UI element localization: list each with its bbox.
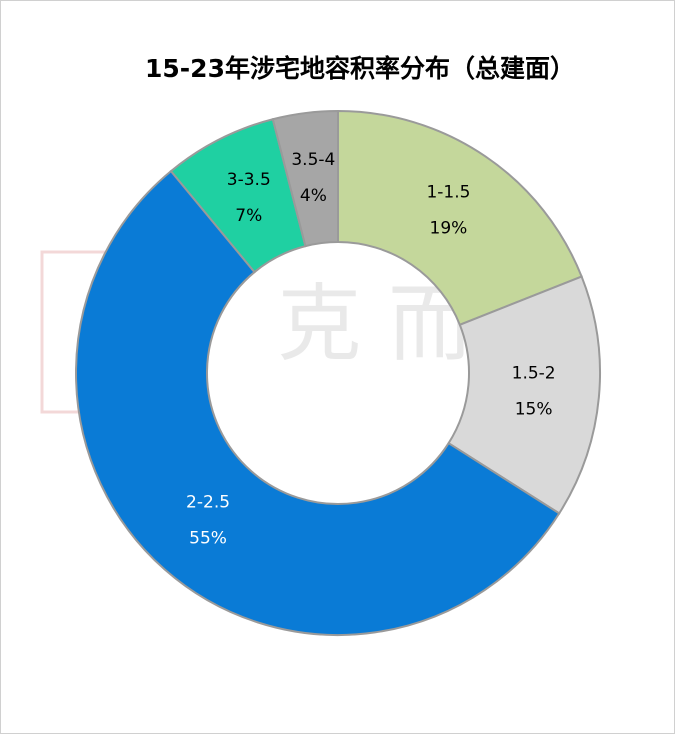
donut-segment — [75, 169, 561, 636]
segment-category-label: 2-2.5 — [186, 492, 230, 512]
segment-value-label: 4% — [300, 186, 327, 206]
segment-value-label: 15% — [515, 399, 553, 419]
donut-segment — [271, 109, 339, 248]
donut-segment — [337, 109, 583, 327]
segment-category-label: 3.5-4 — [291, 150, 335, 170]
segment-category-label: 1.5-2 — [512, 363, 556, 383]
segment-category-label: 1-1.5 — [426, 182, 470, 202]
segment-value-label: 19% — [430, 218, 468, 238]
donut-segment — [447, 275, 601, 515]
segment-category-label: 3-3.5 — [227, 170, 271, 190]
chart-title: 15-23年涉宅地容积率分布（总建面） — [145, 54, 575, 83]
segment-value-label: 7% — [235, 206, 262, 226]
segment-value-label: 55% — [189, 528, 227, 548]
